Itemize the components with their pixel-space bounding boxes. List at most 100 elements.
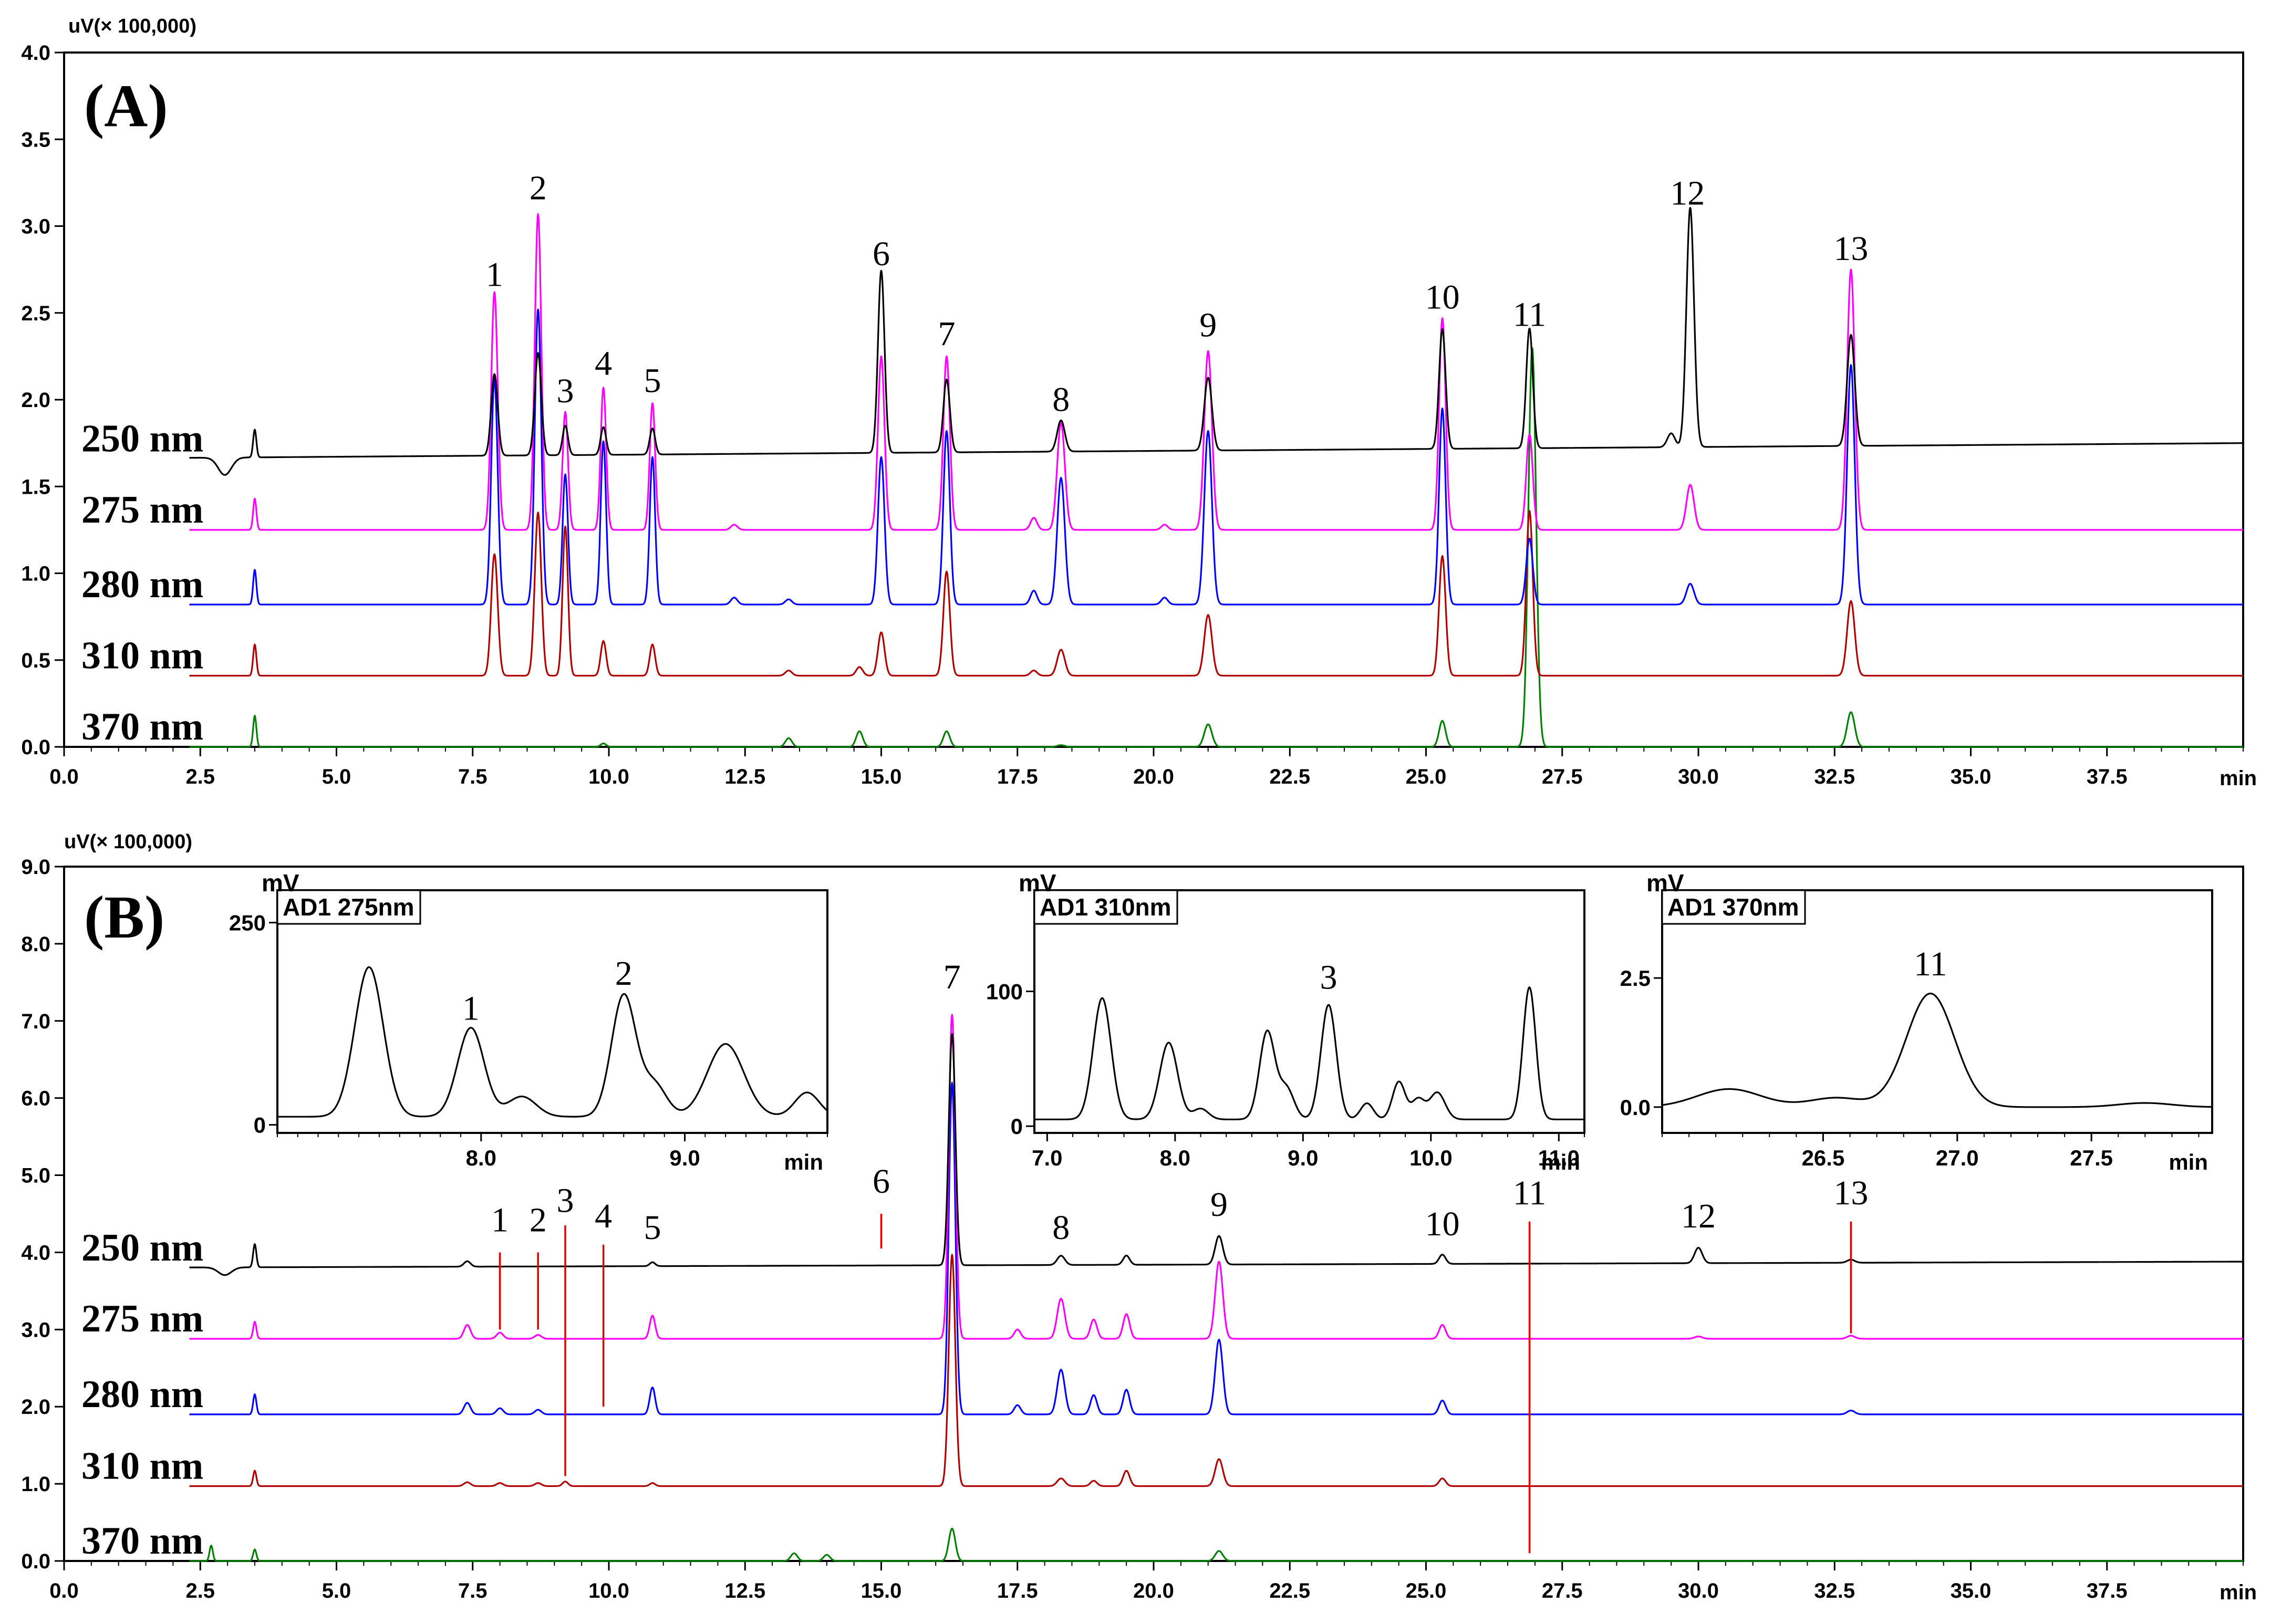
inset-x-tick-label: 9.0 [669,1146,700,1170]
panel-a-x-tick-label: 12.5 [724,765,765,788]
panel-a-trace-label: 280 nm [81,563,203,606]
panel-b-x-tick-label: 2.5 [185,1579,215,1602]
panel-a-trace-370-nm [189,347,2244,748]
panel-a-y-tick-label: 0.5 [21,649,50,672]
panel-b-y-tick-label: 0.0 [21,1550,50,1573]
panel-b-trace-label: 280 nm [81,1373,203,1416]
panel-b-y-tick-label: 5.0 [21,1164,50,1188]
panel-a-trace-275-nm [189,213,2244,531]
inset-peak-label: 3 [1320,958,1337,996]
panel-b-y-tick-label: 4.0 [21,1241,50,1264]
panel-b-trace-310-nm [189,1254,2244,1487]
inset-frame [1033,889,1585,1134]
panel-b-peak-label: 9 [1210,1185,1228,1224]
panel-a-x-tick-label: 5.0 [322,765,351,788]
panel-b-x-tick-label: 17.5 [997,1579,1038,1602]
panel-a-y-tick-label: 3.5 [21,128,50,151]
panel-b-peak-label: 5 [644,1209,661,1247]
panel-b-trace-label: 370 nm [81,1519,203,1563]
inset-trace [277,966,828,1118]
panel-a-peak-label: 3 [557,372,574,410]
panel-a-peak-label: 6 [873,235,890,273]
panel-b-peak-label: 2 [530,1201,547,1239]
inset-y-tick-label: 0 [1011,1114,1023,1139]
panel-b-x-tick-label: 12.5 [724,1579,765,1602]
panel-b-x-tick-label: 20.0 [1133,1579,1174,1602]
panel-a-trace-label: 310 nm [81,634,203,677]
panel-b-x-tick-label: 0.0 [49,1579,79,1602]
panel-a-x-tick-label: 10.0 [588,765,629,788]
panel-b-label: (B) [84,884,164,951]
inset-trace [1662,993,2212,1108]
panel-a-y-tick-label: 1.5 [21,475,50,498]
panel-a-x-tick-label: 30.0 [1678,765,1719,788]
panel-b-x-tick-label: 32.5 [1814,1579,1855,1602]
inset-title-box [1033,889,1178,925]
inset-title-box [1661,889,1806,925]
panel-a-x-tick-label: 20.0 [1133,765,1174,788]
inset-title: AD1 275nm [283,893,414,921]
panel-a-trace-label: 250 nm [81,417,203,460]
panel-a-label: (A) [84,72,168,139]
panel-b-x-tick-label: 15.0 [861,1579,902,1602]
panel-a-x-tick-label: 7.5 [458,765,488,788]
panel-a-peak-label: 11 [1513,296,1547,334]
panel-b-peak-label: 7 [943,958,961,996]
panel-b-x-tick-label: 7.5 [458,1579,488,1602]
panel-b-y-axis-unit: uV(× 100,000) [64,831,192,853]
inset-x-tick-label: 8.0 [466,1146,496,1170]
inset-x-tick-label: 8.0 [1160,1146,1190,1170]
panel-b-x-tick-label: 35.0 [1951,1579,1992,1602]
panel-a-peak-label: 13 [1833,230,1868,268]
panel-a-chromatogram: 0.0 2.5 5.0 7.5 10.0 12.5 15.0 17.5 20.0 22.5 25.0… [21,15,2257,790]
panel-a-trace-label: 275 nm [81,488,203,532]
panel-a-x-tick-label: 32.5 [1814,765,1855,788]
panel-b-x-tick-label: 27.5 [1542,1579,1583,1602]
panel-a-x-tick-label: 17.5 [997,765,1038,788]
inset-title-box [276,889,421,925]
panel-a-peak-label: 9 [1199,306,1217,345]
panel-a-y-tick-label: 2.5 [21,302,50,325]
panel-b-trace-370-nm [189,1527,2244,1562]
panel-b-x-tick-label: 30.0 [1678,1579,1719,1602]
panel-b-x-tick-label: 37.5 [2087,1579,2128,1602]
inset-x-tick-label: 11.0 [1538,1146,1580,1170]
panel-a-trace-250-nm [189,207,2244,476]
inset-peak-label: 2 [615,954,632,993]
panel-b-peak-label: 13 [1833,1174,1868,1212]
inset-x-tick-label: 26.5 [1802,1146,1845,1170]
inset-title: AD1 310nm [1040,893,1171,921]
panel-a-x-tick-label: 37.5 [2087,765,2128,788]
panel-b-peak-label: 3 [557,1182,574,1220]
panel-a-peak-label: 2 [530,169,547,207]
inset-y-tick-label: 250 [229,911,266,935]
panel-b-y-tick-label: 8.0 [21,933,50,956]
inset-frame [1661,889,2213,1134]
inset-x-unit: min [784,1150,823,1174]
panel-b-chromatogram: 0.0 2.5 5.0 7.5 10.0 12.5 15.0 17.5 20.0 22.5 25.0… [21,831,2257,1604]
panel-b-y-tick-label: 9.0 [21,856,50,879]
inset-x-unit: min [2169,1150,2208,1174]
inset-x-unit: min [1541,1150,1580,1174]
panel-b-peak-label: 10 [1425,1205,1460,1243]
panel-b-x-tick-label: 10.0 [588,1579,629,1602]
panel-b-peak-label: 6 [873,1162,890,1201]
panel-a-peak-label: 12 [1670,174,1705,212]
panel-b-y-tick-label: 1.0 [21,1473,50,1496]
panel-a-x-tick-label: 35.0 [1951,765,1992,788]
panel-a-y-tick-label: 3.0 [21,215,50,238]
inset-frame [276,889,828,1134]
panel-b-x-axis-unit: min [2220,1581,2257,1604]
inset-trace [1034,986,1584,1120]
inset-title: AD1 370nm [1667,893,1799,921]
panel-a-peak-label: 5 [644,361,661,400]
inset-x-tick-label: 27.5 [2070,1146,2113,1170]
panel-a-x-axis-unit: min [2220,767,2257,790]
panel-a-plot-frame [63,51,2244,748]
inset-unit: mV [1019,869,1056,897]
panel-a-y-tick-label: 0.0 [21,736,50,759]
panel-b-trace-250-nm [189,1033,2244,1276]
panel-b-x-tick-label: 25.0 [1406,1579,1447,1602]
